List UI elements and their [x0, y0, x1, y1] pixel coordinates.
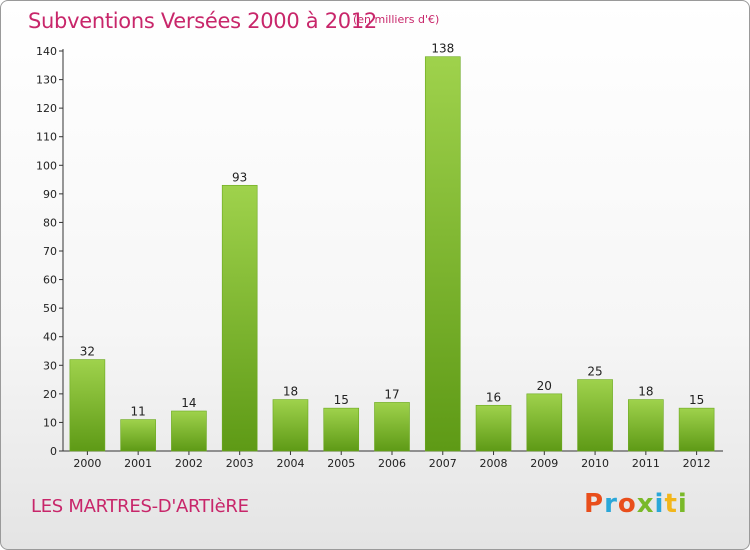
- x-tick-label-2005: 2005: [327, 457, 355, 470]
- logo-letter: i: [677, 489, 688, 519]
- x-tick-label-2000: 2000: [73, 457, 101, 470]
- bar-2002: [171, 410, 207, 452]
- bars: 32 11 14 93 18 15 17 138 16 20 25 18 15: [69, 42, 715, 452]
- y-tick-label: 110: [36, 131, 57, 144]
- logo-letter: r: [604, 489, 618, 519]
- bar-2004: [272, 399, 309, 452]
- y-tick-label: 30: [43, 359, 57, 372]
- commune-name: LES MARTRES-D'ARTIèRE: [31, 496, 249, 517]
- proxiti-logo[interactable]: Proxiti: [584, 489, 688, 519]
- y-tick-label: 50: [43, 302, 57, 315]
- y-tick-label: 80: [43, 216, 57, 229]
- bar-2009: [526, 393, 563, 452]
- logo-letter: o: [617, 489, 637, 519]
- bar-2012: [678, 407, 715, 452]
- bar-2008: [475, 404, 512, 452]
- logo-letter: t: [664, 489, 678, 519]
- logo-letter: P: [584, 489, 605, 519]
- value-label-2008: 16: [486, 390, 501, 404]
- x-tick-label-2007: 2007: [429, 457, 457, 470]
- y-tick-label: 0: [50, 445, 57, 458]
- chart-title: Subventions Versées 2000 à 2012: [28, 9, 377, 33]
- logo-letter: x: [636, 489, 655, 519]
- value-label-2001: 11: [131, 405, 146, 419]
- x-tick-label-2010: 2010: [581, 457, 609, 470]
- x-tick-label-2009: 2009: [530, 457, 558, 470]
- logo-letter: i: [654, 489, 665, 519]
- y-tick-label: 20: [43, 388, 57, 401]
- bar-2001: [120, 419, 156, 452]
- unit-note: (en milliers d'€): [353, 13, 440, 26]
- value-label-2007: 138: [431, 42, 454, 56]
- y-tick-label: 10: [43, 416, 57, 429]
- value-label-2000: 32: [80, 345, 95, 359]
- value-label-2012: 15: [689, 393, 704, 407]
- x-tick-label-2012: 2012: [683, 457, 711, 470]
- x-tick-label-2011: 2011: [632, 457, 660, 470]
- x-tick-label-2004: 2004: [276, 457, 304, 470]
- bar-2010: [577, 379, 613, 452]
- bar-2011: [628, 399, 664, 452]
- y-tick-label: 120: [36, 102, 57, 115]
- y-tick-label: 70: [43, 245, 57, 258]
- value-label-2006: 17: [384, 387, 399, 401]
- value-label-2005: 15: [334, 393, 349, 407]
- x-tick-label-2006: 2006: [378, 457, 406, 470]
- y-tick-label: 40: [43, 331, 57, 344]
- x-tick-label-2002: 2002: [175, 457, 203, 470]
- y-tick-label: 130: [36, 74, 57, 87]
- value-label-2003: 93: [232, 170, 247, 184]
- value-label-2009: 20: [537, 379, 552, 393]
- bar-2005: [323, 407, 360, 452]
- bar-2003: [221, 184, 258, 452]
- bar-2000: [69, 359, 106, 452]
- value-label-2010: 25: [587, 365, 602, 379]
- bar-2006: [374, 402, 410, 452]
- x-tick-label-2001: 2001: [124, 457, 152, 470]
- bar-2007: [424, 56, 461, 452]
- y-tick-label: 90: [43, 188, 57, 201]
- value-label-2004: 18: [283, 385, 298, 399]
- x-tick-label-2008: 2008: [480, 457, 508, 470]
- x-tick-label-2003: 2003: [226, 457, 254, 470]
- value-label-2011: 18: [638, 385, 653, 399]
- y-tick-label: 60: [43, 274, 57, 287]
- value-label-2002: 14: [181, 396, 196, 410]
- axes: 0 10 20 30 40 50 60 70 80 90 100 110 120 130 140 2000 20…: [36, 45, 723, 470]
- y-tick-label: 100: [36, 159, 57, 172]
- y-tick-label: 140: [36, 45, 57, 58]
